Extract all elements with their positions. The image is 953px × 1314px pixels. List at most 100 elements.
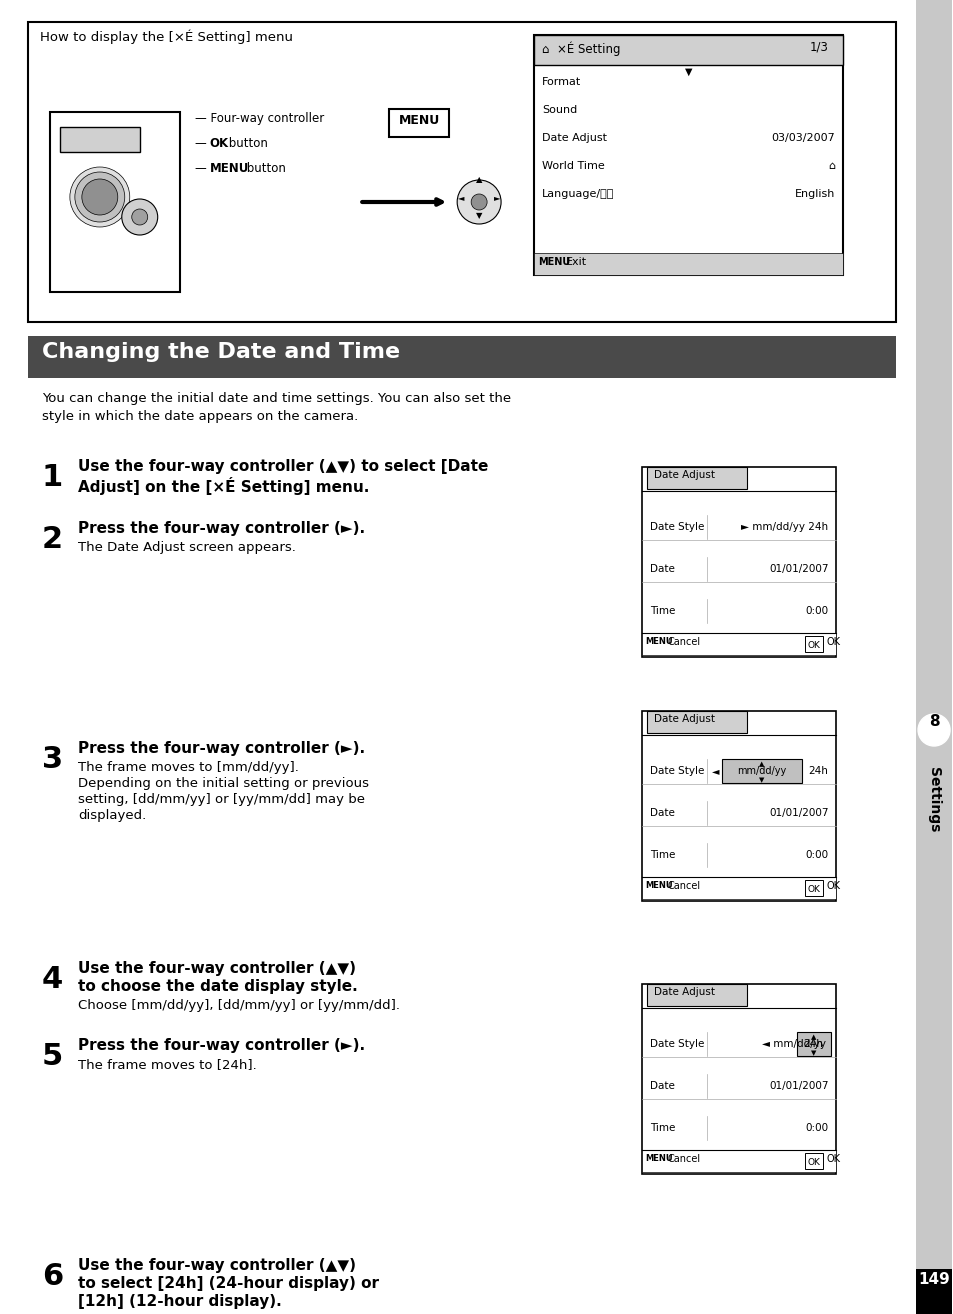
Bar bbox=[796, 1031, 831, 1056]
Text: ▼: ▼ bbox=[759, 777, 763, 783]
Bar bbox=[28, 336, 896, 378]
Text: 01/01/2007: 01/01/2007 bbox=[768, 808, 827, 819]
Text: Use the four-way controller (▲▼) to select [Date: Use the four-way controller (▲▼) to sele… bbox=[78, 459, 488, 474]
Text: Date: Date bbox=[649, 808, 674, 819]
Text: The frame moves to [mm/dd/yy].: The frame moves to [mm/dd/yy]. bbox=[78, 761, 298, 774]
Text: MENU: MENU bbox=[644, 637, 672, 646]
Text: Time: Time bbox=[649, 850, 675, 859]
Bar bbox=[641, 466, 836, 657]
Text: Press the four-way controller (►).: Press the four-way controller (►). bbox=[78, 1038, 365, 1053]
Text: OK: OK bbox=[806, 1158, 819, 1167]
Text: ▲: ▲ bbox=[810, 1034, 816, 1039]
Text: Date Adjust: Date Adjust bbox=[653, 987, 714, 997]
Text: Date Style: Date Style bbox=[649, 522, 703, 532]
Text: Settings: Settings bbox=[926, 767, 940, 833]
Text: English: English bbox=[794, 189, 835, 198]
Text: ► mm/dd/yy 24h: ► mm/dd/yy 24h bbox=[740, 522, 827, 532]
Text: —: — bbox=[194, 162, 210, 175]
Text: setting, [dd/mm/yy] or [yy/mm/dd] may be: setting, [dd/mm/yy] or [yy/mm/dd] may be bbox=[78, 794, 364, 805]
Text: Cancel: Cancel bbox=[667, 637, 700, 646]
Text: Language/言語: Language/言語 bbox=[541, 189, 614, 198]
Bar bbox=[641, 984, 836, 1173]
Text: 149: 149 bbox=[917, 1272, 949, 1286]
Text: Exit: Exit bbox=[565, 258, 586, 267]
Text: 1: 1 bbox=[42, 463, 63, 491]
Text: 5: 5 bbox=[42, 1042, 63, 1071]
Text: 0:00: 0:00 bbox=[804, 606, 827, 616]
Bar bbox=[803, 1152, 821, 1169]
Bar bbox=[534, 35, 842, 275]
Text: Cancel: Cancel bbox=[667, 880, 700, 891]
Text: 4: 4 bbox=[42, 964, 63, 993]
Text: displayed.: displayed. bbox=[78, 809, 146, 823]
Text: Choose [mm/dd/yy], [dd/mm/yy] or [yy/mm/dd].: Choose [mm/dd/yy], [dd/mm/yy] or [yy/mm/… bbox=[78, 999, 399, 1012]
Text: MENU: MENU bbox=[644, 880, 672, 890]
Text: Time: Time bbox=[649, 606, 675, 616]
Text: Date Adjust: Date Adjust bbox=[653, 470, 714, 480]
Text: Format: Format bbox=[541, 78, 580, 87]
Text: — Four-way controller: — Four-way controller bbox=[194, 112, 324, 125]
Bar bbox=[915, 0, 951, 1314]
Text: MENU: MENU bbox=[537, 258, 570, 267]
Bar bbox=[534, 254, 842, 275]
Text: Changing the Date and Time: Changing the Date and Time bbox=[42, 342, 399, 361]
Bar bbox=[641, 711, 836, 901]
Circle shape bbox=[456, 180, 500, 223]
Text: button: button bbox=[224, 137, 267, 150]
Text: ⌂: ⌂ bbox=[827, 162, 835, 171]
Text: Date: Date bbox=[649, 564, 674, 574]
Text: How to display the [×É Setting] menu: How to display the [×É Setting] menu bbox=[40, 30, 293, 45]
Text: ⌂  ×É Setting: ⌂ ×É Setting bbox=[541, 41, 619, 55]
Text: OK: OK bbox=[210, 137, 229, 150]
Text: ◄: ◄ bbox=[712, 766, 719, 777]
Text: ▼: ▼ bbox=[684, 67, 692, 78]
Bar bbox=[803, 636, 821, 652]
Text: OK: OK bbox=[806, 641, 819, 650]
Text: [12h] (12-hour display).: [12h] (12-hour display). bbox=[78, 1294, 281, 1309]
Text: 03/03/2007: 03/03/2007 bbox=[771, 133, 835, 143]
Bar bbox=[389, 109, 449, 137]
Bar bbox=[641, 633, 836, 654]
Text: Depending on the initial setting or previous: Depending on the initial setting or prev… bbox=[78, 777, 369, 790]
Text: 24h: 24h bbox=[808, 766, 827, 777]
Bar bbox=[28, 22, 896, 322]
Text: Sound: Sound bbox=[541, 105, 577, 116]
Text: Date Style: Date Style bbox=[649, 1039, 703, 1049]
Bar bbox=[641, 1150, 836, 1172]
Circle shape bbox=[917, 714, 949, 746]
Text: MENU: MENU bbox=[644, 1154, 672, 1163]
Text: to choose the date display style.: to choose the date display style. bbox=[78, 979, 357, 993]
Text: The frame moves to [24h].: The frame moves to [24h]. bbox=[78, 1058, 256, 1071]
Text: 8: 8 bbox=[928, 715, 939, 729]
Text: OK: OK bbox=[825, 1154, 840, 1164]
Text: OK: OK bbox=[825, 637, 840, 646]
Text: ◄: ◄ bbox=[457, 193, 464, 202]
Text: 6: 6 bbox=[42, 1261, 63, 1290]
Bar bbox=[720, 759, 801, 783]
Text: mm/dd/yy: mm/dd/yy bbox=[737, 766, 785, 777]
Text: MENU: MENU bbox=[398, 113, 439, 126]
Text: Adjust] on the [×É Setting] menu.: Adjust] on the [×É Setting] menu. bbox=[78, 477, 369, 495]
Text: ▼: ▼ bbox=[810, 1050, 816, 1056]
Bar bbox=[60, 127, 139, 152]
Circle shape bbox=[82, 179, 117, 215]
Bar bbox=[646, 466, 746, 489]
Text: World Time: World Time bbox=[541, 162, 604, 171]
Text: —: — bbox=[194, 137, 210, 150]
Text: style in which the date appears on the camera.: style in which the date appears on the c… bbox=[42, 410, 357, 423]
Text: 24h: 24h bbox=[802, 1039, 822, 1049]
Text: ▼: ▼ bbox=[476, 212, 482, 221]
Text: Time: Time bbox=[649, 1123, 675, 1133]
Bar bbox=[803, 880, 821, 896]
Text: 2: 2 bbox=[42, 526, 63, 555]
Text: Cancel: Cancel bbox=[667, 1154, 700, 1164]
Text: ▲: ▲ bbox=[476, 176, 482, 184]
Bar bbox=[646, 984, 746, 1007]
Text: OK: OK bbox=[806, 886, 819, 894]
Text: OK: OK bbox=[825, 880, 840, 891]
Circle shape bbox=[122, 198, 157, 235]
Text: 0:00: 0:00 bbox=[804, 850, 827, 859]
Text: 3: 3 bbox=[42, 745, 63, 774]
Text: to select [24h] (24-hour display) or: to select [24h] (24-hour display) or bbox=[78, 1276, 378, 1290]
Text: 0:00: 0:00 bbox=[804, 1123, 827, 1133]
